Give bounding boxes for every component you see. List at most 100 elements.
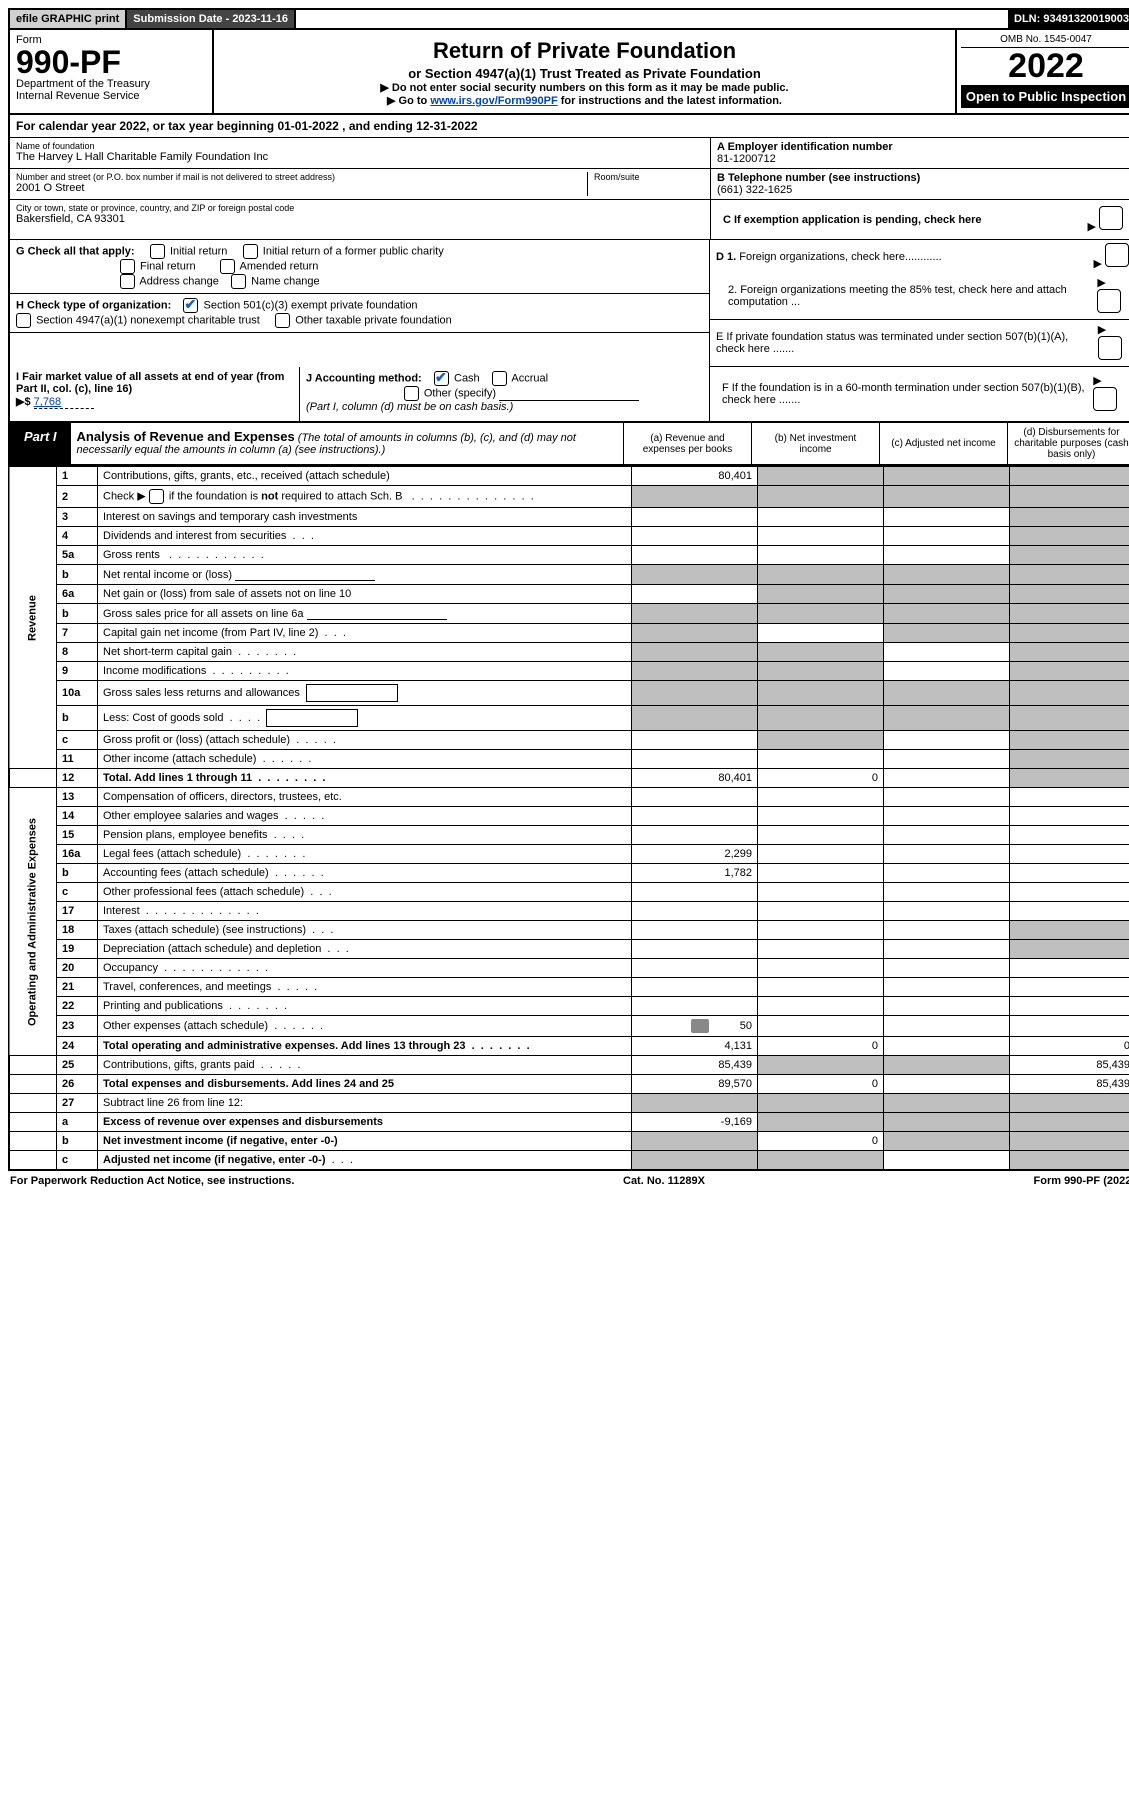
footer-left: For Paperwork Reduction Act Notice, see …	[10, 1175, 294, 1187]
part1-tab: Part I	[10, 423, 71, 464]
table-row: 16aLegal fees (attach schedule) . . . . …	[9, 845, 1129, 864]
ssn-note: ▶ Do not enter social security numbers o…	[220, 81, 949, 94]
g-name-checkbox[interactable]	[231, 274, 246, 289]
h-other: Other taxable private foundation	[295, 314, 452, 326]
val-a: 80,401	[632, 467, 758, 486]
table-row: cOther professional fees (attach schedul…	[9, 883, 1129, 902]
val-c	[884, 467, 1010, 486]
table-row: 3Interest on savings and temporary cash …	[9, 508, 1129, 527]
g-name: Name change	[251, 275, 320, 287]
g-initial-checkbox[interactable]	[150, 244, 165, 259]
goto-suffix: for instructions and the latest informat…	[561, 95, 782, 107]
dln-label: DLN: 93491320019003	[1008, 10, 1129, 28]
tel-label: B Telephone number (see instructions)	[717, 172, 1129, 184]
table-row: cAdjusted net income (if negative, enter…	[9, 1151, 1129, 1171]
footer-right: Form 990-PF (2022)	[1034, 1175, 1129, 1187]
omb-number: OMB No. 1545-0047	[961, 32, 1129, 48]
h-label: H Check type of organization:	[16, 299, 171, 311]
table-row: 27Subtract line 26 from line 12:	[9, 1094, 1129, 1113]
schb-checkbox[interactable]	[149, 489, 164, 504]
ijf-row: I Fair market value of all assets at end…	[8, 367, 1129, 423]
g-initial-former-checkbox[interactable]	[243, 244, 258, 259]
j-other-field[interactable]	[499, 388, 639, 401]
val-b	[758, 467, 884, 486]
table-row: 8Net short-term capital gain . . . . . .…	[9, 643, 1129, 662]
table-row: 6aNet gain or (loss) from sale of assets…	[9, 585, 1129, 604]
f-checkbox[interactable]	[1093, 387, 1117, 411]
h-501c3: Section 501(c)(3) exempt private foundat…	[204, 299, 418, 311]
irs-link[interactable]: www.irs.gov/Form990PF	[430, 95, 557, 107]
j-accrual-checkbox[interactable]	[492, 371, 507, 386]
efile-print-button[interactable]: efile GRAPHIC print	[10, 10, 127, 28]
table-row: 15Pension plans, employee benefits . . .…	[9, 826, 1129, 845]
j-label: J Accounting method:	[306, 372, 422, 384]
d1-checkbox[interactable]	[1105, 243, 1129, 267]
name-label: Name of foundation	[16, 141, 704, 151]
d2-label: 2. Foreign organizations meeting the 85%…	[716, 284, 1097, 308]
table-row: 17Interest . . . . . . . . . . . . .	[9, 902, 1129, 921]
table-row: 9Income modifications . . . . . . . . .	[9, 662, 1129, 681]
table-row: 25Contributions, gifts, grants paid . . …	[9, 1056, 1129, 1075]
j-cash: Cash	[454, 372, 480, 384]
i-value[interactable]: 7,768	[34, 396, 94, 409]
j-cash-checkbox[interactable]	[434, 371, 449, 386]
attachment-icon[interactable]	[691, 1019, 709, 1033]
j-note: (Part I, column (d) must be on cash basi…	[306, 401, 513, 413]
form-title: Return of Private Foundation	[220, 38, 949, 64]
ein-label: A Employer identification number	[717, 141, 1129, 153]
j-other-checkbox[interactable]	[404, 386, 419, 401]
col-c-head: (c) Adjusted net income	[879, 423, 1007, 464]
tax-year: 2022	[961, 48, 1129, 85]
table-row: bNet rental income or (loss)	[9, 565, 1129, 585]
table-row: 2 Check ▶ if the foundation is not requi…	[9, 486, 1129, 508]
room-label: Room/suite	[594, 172, 704, 182]
col-a-head: (a) Revenue and expenses per books	[623, 423, 751, 464]
g-amended-checkbox[interactable]	[220, 259, 235, 274]
table-row: aExcess of revenue over expenses and dis…	[9, 1113, 1129, 1132]
table-row: 18Taxes (attach schedule) (see instructi…	[9, 921, 1129, 940]
line-no: 1	[57, 467, 98, 486]
irs-label: Internal Revenue Service	[16, 90, 206, 102]
table-row: bNet investment income (if negative, ent…	[9, 1132, 1129, 1151]
table-row: 10aGross sales less returns and allowanc…	[9, 681, 1129, 706]
table-row: bGross sales price for all assets on lin…	[9, 604, 1129, 624]
table-row: 26Total expenses and disbursements. Add …	[9, 1075, 1129, 1094]
h-other-checkbox[interactable]	[275, 313, 290, 328]
table-row: Revenue 1 Contributions, gifts, grants, …	[9, 467, 1129, 486]
table-row: Operating and Administrative Expenses 13…	[9, 788, 1129, 807]
c-checkbox[interactable]	[1099, 206, 1123, 230]
c-label: C If exemption application is pending, c…	[723, 214, 982, 226]
table-row: bAccounting fees (attach schedule) . . .…	[9, 864, 1129, 883]
footer-mid: Cat. No. 11289X	[623, 1175, 705, 1187]
g-final-checkbox[interactable]	[120, 259, 135, 274]
i-label: I Fair market value of all assets at end…	[16, 371, 284, 395]
addr-label: Number and street (or P.O. box number if…	[16, 172, 587, 182]
e-checkbox[interactable]	[1098, 336, 1122, 360]
g-address-checkbox[interactable]	[120, 274, 135, 289]
d2-checkbox[interactable]	[1097, 289, 1121, 313]
table-row: 14Other employee salaries and wages . . …	[9, 807, 1129, 826]
g-initial: Initial return	[170, 245, 227, 257]
form-subtitle: or Section 4947(a)(1) Trust Treated as P…	[220, 66, 949, 81]
table-row: 12 Total. Add lines 1 through 11 . . . .…	[9, 769, 1129, 788]
f-label: F If the foundation is in a 60-month ter…	[722, 382, 1093, 406]
h-4947-checkbox[interactable]	[16, 313, 31, 328]
g-initial-former: Initial return of a former public charit…	[263, 245, 444, 257]
open-public-badge: Open to Public Inspection	[961, 85, 1129, 108]
calendar-year-row: For calendar year 2022, or tax year begi…	[8, 115, 1129, 138]
d1-label: D 1. Foreign organizations, check here..…	[716, 251, 942, 263]
i-arrow: ▶$	[16, 396, 31, 408]
dept-label: Department of the Treasury	[16, 78, 206, 90]
city-label: City or town, state or province, country…	[16, 203, 704, 213]
expenses-side-label: Operating and Administrative Expenses	[9, 788, 57, 1056]
goto-prefix: ▶ Go to	[387, 95, 430, 107]
table-row: 11Other income (attach schedule) . . . .…	[9, 750, 1129, 769]
part1-header: Part I Analysis of Revenue and Expenses …	[8, 423, 1129, 466]
top-bar: efile GRAPHIC print Submission Date - 20…	[8, 8, 1129, 30]
table-row: 19Depreciation (attach schedule) and dep…	[9, 940, 1129, 959]
table-row: 4Dividends and interest from securities …	[9, 527, 1129, 546]
h-501c3-checkbox[interactable]	[183, 298, 198, 313]
j-accrual: Accrual	[511, 372, 548, 384]
table-row: 20Occupancy . . . . . . . . . . . .	[9, 959, 1129, 978]
submission-date: Submission Date - 2023-11-16	[127, 10, 296, 28]
